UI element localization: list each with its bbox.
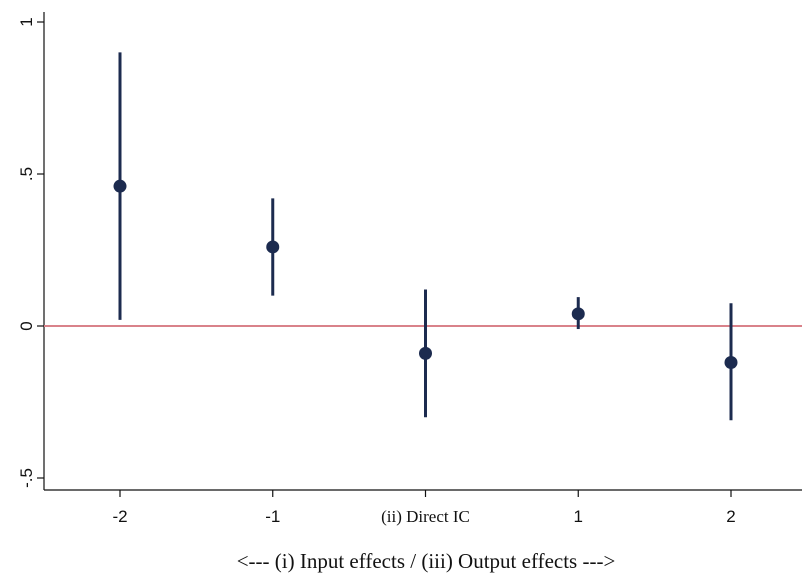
y-tick-label-3: -.5 — [17, 468, 36, 488]
x-tick-label-2: (ii) Direct IC — [381, 507, 470, 526]
y-tick-label-1: .5 — [17, 167, 36, 181]
x-axis-title: <--- (i) Input effects / (iii) Output ef… — [237, 549, 616, 573]
x-tick-label-3: 1 — [574, 507, 583, 526]
point-estimate-2 — [419, 346, 432, 360]
y-tick-label-0: 1 — [17, 17, 36, 26]
point-estimate-1 — [266, 240, 280, 254]
point-estimate-0 — [113, 179, 127, 193]
tick-labels: 1 .5 0 -.5 -2 -1 (ii) Direct IC 1 2 — [17, 17, 736, 526]
x-tick-label-4: 2 — [726, 507, 735, 526]
data-marks — [113, 52, 738, 421]
axes — [37, 12, 802, 497]
x-tick-label-0: -2 — [112, 507, 127, 526]
y-tick-label-2: 0 — [17, 321, 36, 330]
x-tick-label-1: -1 — [265, 507, 280, 526]
point-estimate-4 — [724, 355, 738, 369]
point-estimate-3 — [571, 307, 585, 321]
